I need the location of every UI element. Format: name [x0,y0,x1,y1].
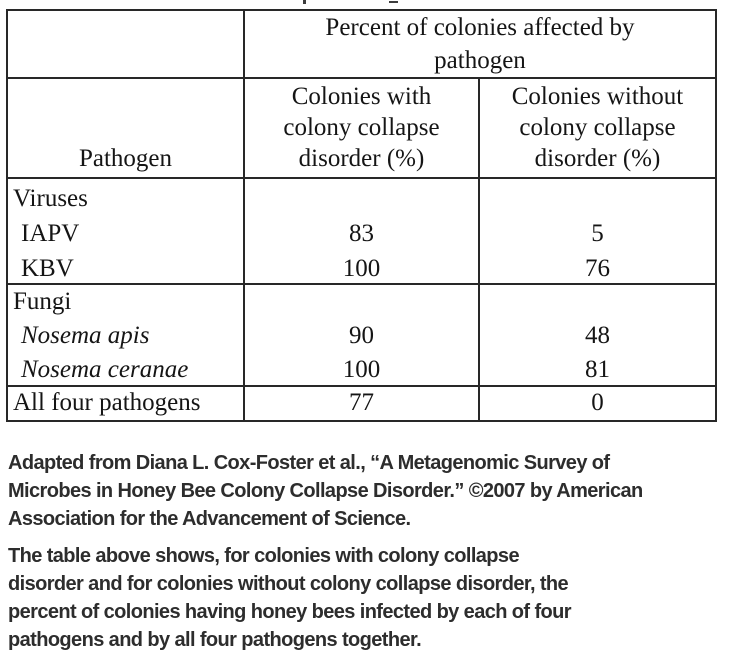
table-section-viruses: Viruses IAPV KBV 83 100 5 76 [8,179,715,285]
column-header-line: disorder (%) [534,145,661,172]
total-value-without-ccd: 0 [591,389,604,416]
spanning-header-cell: Percent of colonies affected by pathogen [245,11,715,77]
value-with-ccd: 100 [342,255,381,282]
value-with-ccd: 100 [342,356,381,383]
value-without-ccd: 76 [585,255,610,282]
value-with-ccd: 90 [349,322,374,349]
section-with-ccd-cell: 90 100 [245,285,480,385]
header-cell-without-ccd: Colonies without colony collapse disorde… [480,79,715,177]
value-without-ccd: 5 [591,220,604,247]
column-header-line: Colonies without [511,83,684,110]
section-without-ccd-cell: 5 76 [480,179,715,283]
pathogen-name: Nosema apis [21,322,150,349]
table-row-column-headers: Pathogen Colonies with colony collapse d… [8,79,715,179]
attribution-line: Microbes in Honey Bee Colony Collapse Di… [8,480,643,502]
table-row-spanning-header: Percent of colonies affected by pathogen [8,11,715,79]
pathogen-name: IAPV [21,220,80,247]
section-pathogen-cell: Fungi Nosema apis Nosema ceranae [8,285,245,385]
description-line: The table above shows, for colonies with… [8,545,520,567]
spanning-header-line: Percent of colonies affected by [325,14,635,41]
header-cell-pathogen: Pathogen [8,79,245,177]
description-line: disorder and for colonies without colony… [8,573,569,595]
cropped-text-fragment [389,1,398,3]
description-line: pathogens and by all four pathogens toge… [8,629,422,651]
value-with-ccd: 83 [349,220,374,247]
table-row-total: All four pathogens 77 0 [8,387,715,420]
pathogen-table: Percent of colonies affected by pathogen… [6,9,717,422]
value-without-ccd: 48 [585,322,610,349]
attribution-text: Adapted from Diana L. Cox-Foster et al.,… [8,449,643,533]
description-line: percent of colonies having honey bees in… [8,601,572,623]
header-cell-with-ccd: Colonies with colony collapse disorder (… [245,79,480,177]
table-description-text: The table above shows, for colonies with… [8,542,572,654]
value-without-ccd: 81 [585,356,610,383]
attribution-line: Adapted from Diana L. Cox-Foster et al.,… [8,452,610,474]
total-row-label: All four pathogens [8,387,245,420]
section-without-ccd-cell: 48 81 [480,285,715,385]
cropped-text-fragment [303,0,306,4]
column-header-line: colony collapse [283,114,440,141]
column-header-line: disorder (%) [298,145,425,172]
column-header-line: colony collapse [519,114,676,141]
group-label: Viruses [13,185,88,212]
column-header-line: Colonies with [291,83,432,110]
group-label: Fungi [13,288,72,315]
section-pathogen-cell: Viruses IAPV KBV [8,179,245,283]
section-with-ccd-cell: 83 100 [245,179,480,283]
empty-corner-cell [8,11,245,77]
table-section-fungi: Fungi Nosema apis Nosema ceranae 90 100 … [8,285,715,387]
column-header-label: Pathogen [78,145,173,172]
spanning-header-line: pathogen [434,47,526,74]
pathogen-name: KBV [21,255,74,282]
pathogen-name: Nosema ceranae [21,356,189,383]
attribution-line: Association for the Advancement of Scien… [8,508,411,530]
total-value-with-ccd: 77 [245,387,480,420]
